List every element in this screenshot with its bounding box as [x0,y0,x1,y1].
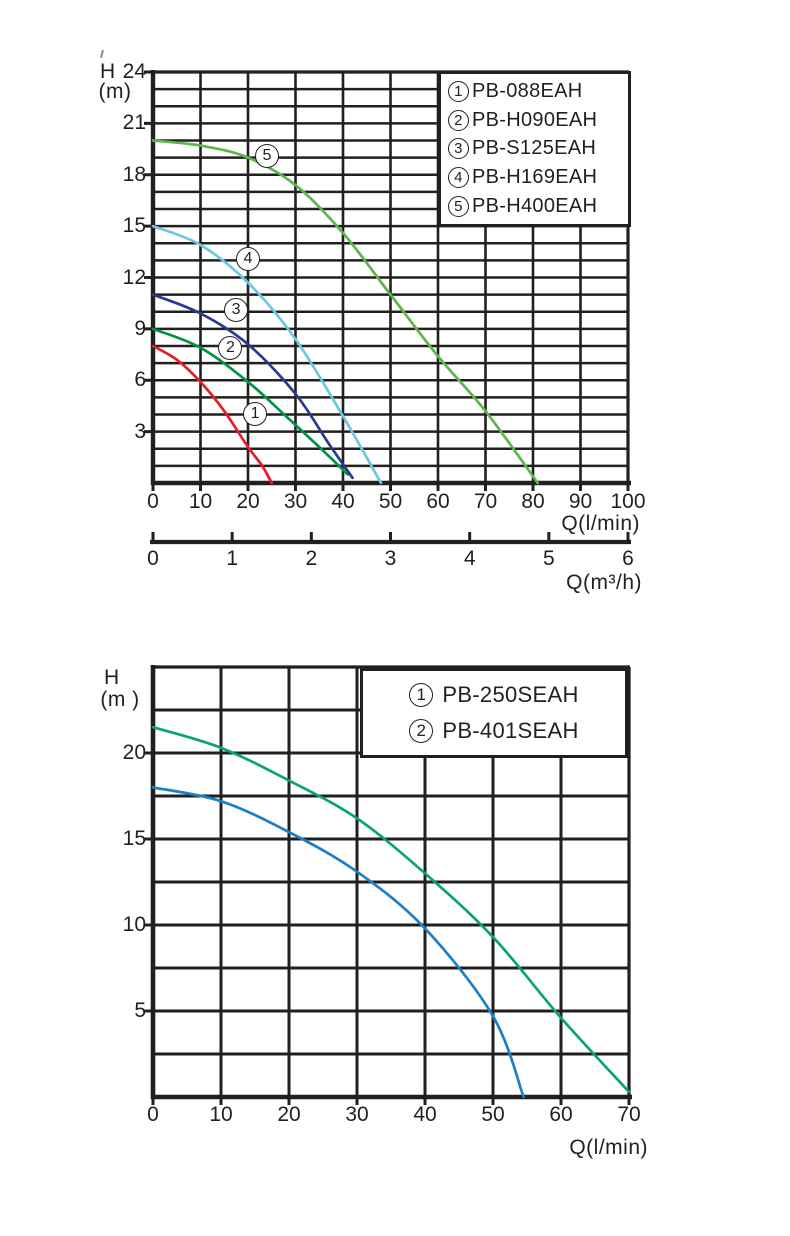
x-tick-label: 20 [277,1103,301,1126]
x2-tick-label: 6 [622,547,634,570]
y-tick-label: 15 [122,827,146,850]
x-tick-label: 20 [236,490,260,513]
curve-tag-3: 3 [224,298,249,323]
legend-item: 2 PB-H090EAH [448,109,628,132]
x-tick-label: 90 [568,490,593,513]
legend-item: 2 PB-401SEAH [409,718,578,744]
y-tick-label: 3 [134,419,146,443]
y-tick-label: 6 [134,368,146,392]
curve-tag-2: 2 [218,335,243,360]
curve-tag-1: 1 [243,401,268,426]
circled-number-icon: 2 [409,719,434,744]
legend-item-label: PB-H400EAH [472,195,598,218]
legend-item-label: PB-401SEAH [442,718,579,744]
x-tick-label: 50 [378,490,403,513]
x-tick-label: 40 [413,1103,437,1126]
top-y-axis-title-h: H [100,60,116,83]
bottom-x-axis-title: Q(l/min) [569,1136,648,1159]
y-tick-label: 20 [122,741,146,764]
circled-number-icon: 1 [448,80,469,102]
x-tick-label: 10 [209,1103,233,1126]
x-tick-label: 50 [481,1103,505,1126]
top-x2-axis-title: Q(m³/h) [566,571,642,594]
legend-item-label: PB-H090EAH [472,108,598,131]
x2-tick-label: 1 [226,547,238,570]
y-tick-label: 24 [122,60,146,83]
y-tick-label: 21 [122,111,146,135]
legend-item: 4 PB-H169EAH [448,166,628,189]
y-tick-label: 15 [122,214,146,238]
legend-item: 1 PB-088EAH [448,80,628,103]
circled-number-icon: 5 [448,196,469,218]
legend-item-label: PB-250SEAH [442,681,579,707]
x-tick-label: 100 [610,490,646,513]
circled-number-icon: 1 [409,682,434,707]
x2-tick-label: 2 [305,547,318,570]
circled-number-icon: 3 [448,138,469,160]
x-tick-label: 60 [549,1103,573,1126]
x-tick-label: 40 [331,490,355,513]
y-tick-label: 5 [134,999,146,1022]
x2-tick-label: 0 [147,547,159,570]
x-tick-label: 80 [521,490,545,513]
legend-item: 5 PB-H400EAH [448,195,628,218]
x-tick-label: 30 [345,1103,369,1126]
x-tick-label: 60 [426,490,450,513]
top-y-axis-title-unit: (m) [98,80,132,103]
y-tick-label: 9 [134,316,146,340]
curve-tag-5: 5 [255,143,279,168]
x2-tick-label: 3 [384,547,397,570]
circled-number-icon: 4 [448,167,469,189]
bottom-y-axis-title-unit: (m ) [100,688,140,711]
x-tick-label: 10 [188,490,213,513]
x-tick-label: 70 [617,1103,641,1126]
y-tick-label: 18 [122,162,146,186]
x-tick-label: 70 [473,490,498,513]
x2-tick-label: 5 [542,547,555,570]
curve-tag-4: 4 [236,246,260,271]
circled-number-icon: 2 [448,109,469,131]
legend-item: 3 PB-S125EAH [448,137,628,160]
bottom-y-axis-title-h: H [104,666,120,689]
bottom-legend-box: 1 PB-250SEAH 2 PB-401SEAH [360,668,628,758]
legend-item: 1 PB-250SEAH [409,682,578,708]
y-tick-label: 10 [122,913,146,936]
legend-item-label: PB-S125EAH [472,137,597,160]
y-tick-label: 12 [122,265,146,289]
legend-item-label: PB-H169EAH [472,166,598,189]
x-tick-label: 0 [147,490,159,513]
top-legend-box: 1 PB-088EAH 2 PB-H090EAH 3 PB-S125EAH 4 PB-H169… [438,71,631,227]
x-tick-label: 30 [283,490,308,513]
x-tick-label: 0 [147,1103,159,1126]
x2-tick-label: 4 [463,547,476,570]
top-x-axis-title: Q(l/min) [561,512,640,535]
legend-item-label: PB-088EAH [472,79,583,102]
